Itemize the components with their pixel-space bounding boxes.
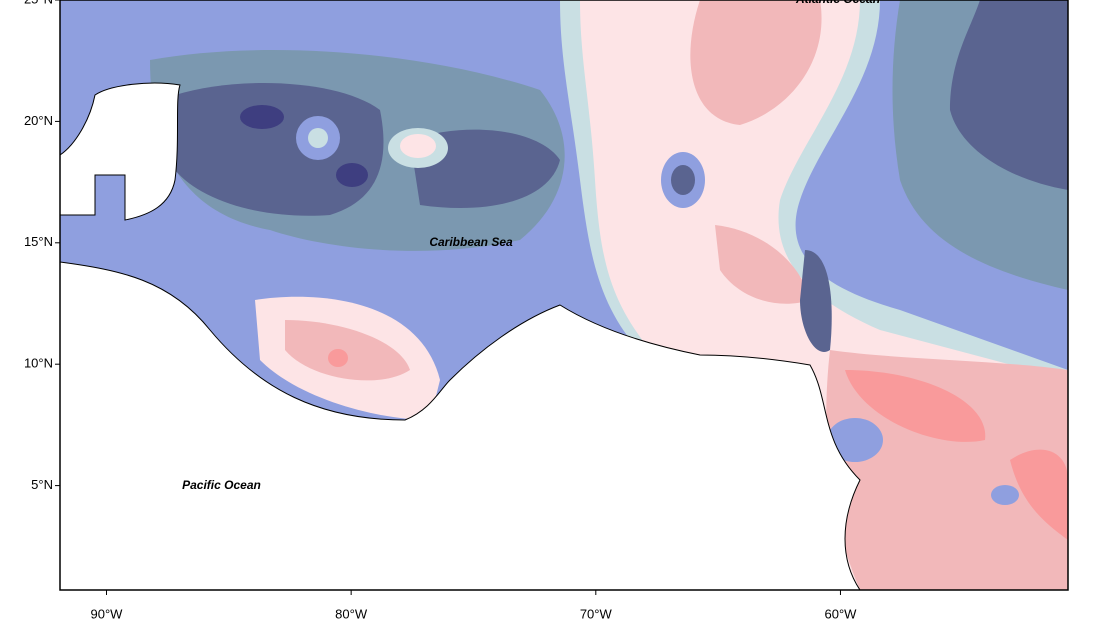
y-tick-label: 25°N (24, 0, 53, 6)
x-tick-label: 80°W (335, 606, 368, 621)
x-tick-label: 60°W (824, 606, 857, 621)
place-label: Atlantic Ocean (795, 0, 880, 6)
place-label: Caribbean Sea (429, 235, 513, 249)
y-tick-label: 20°N (24, 113, 53, 128)
x-tick-label: 90°W (91, 606, 124, 621)
y-tick-label: 5°N (31, 477, 53, 492)
frame (59, 0, 1069, 591)
y-tick-label: 15°N (24, 234, 53, 249)
place-label: Pacific Ocean (182, 478, 261, 492)
field (60, 0, 1068, 590)
y-tick-label: 10°N (24, 356, 53, 371)
x-tick-label: 70°W (580, 606, 613, 621)
